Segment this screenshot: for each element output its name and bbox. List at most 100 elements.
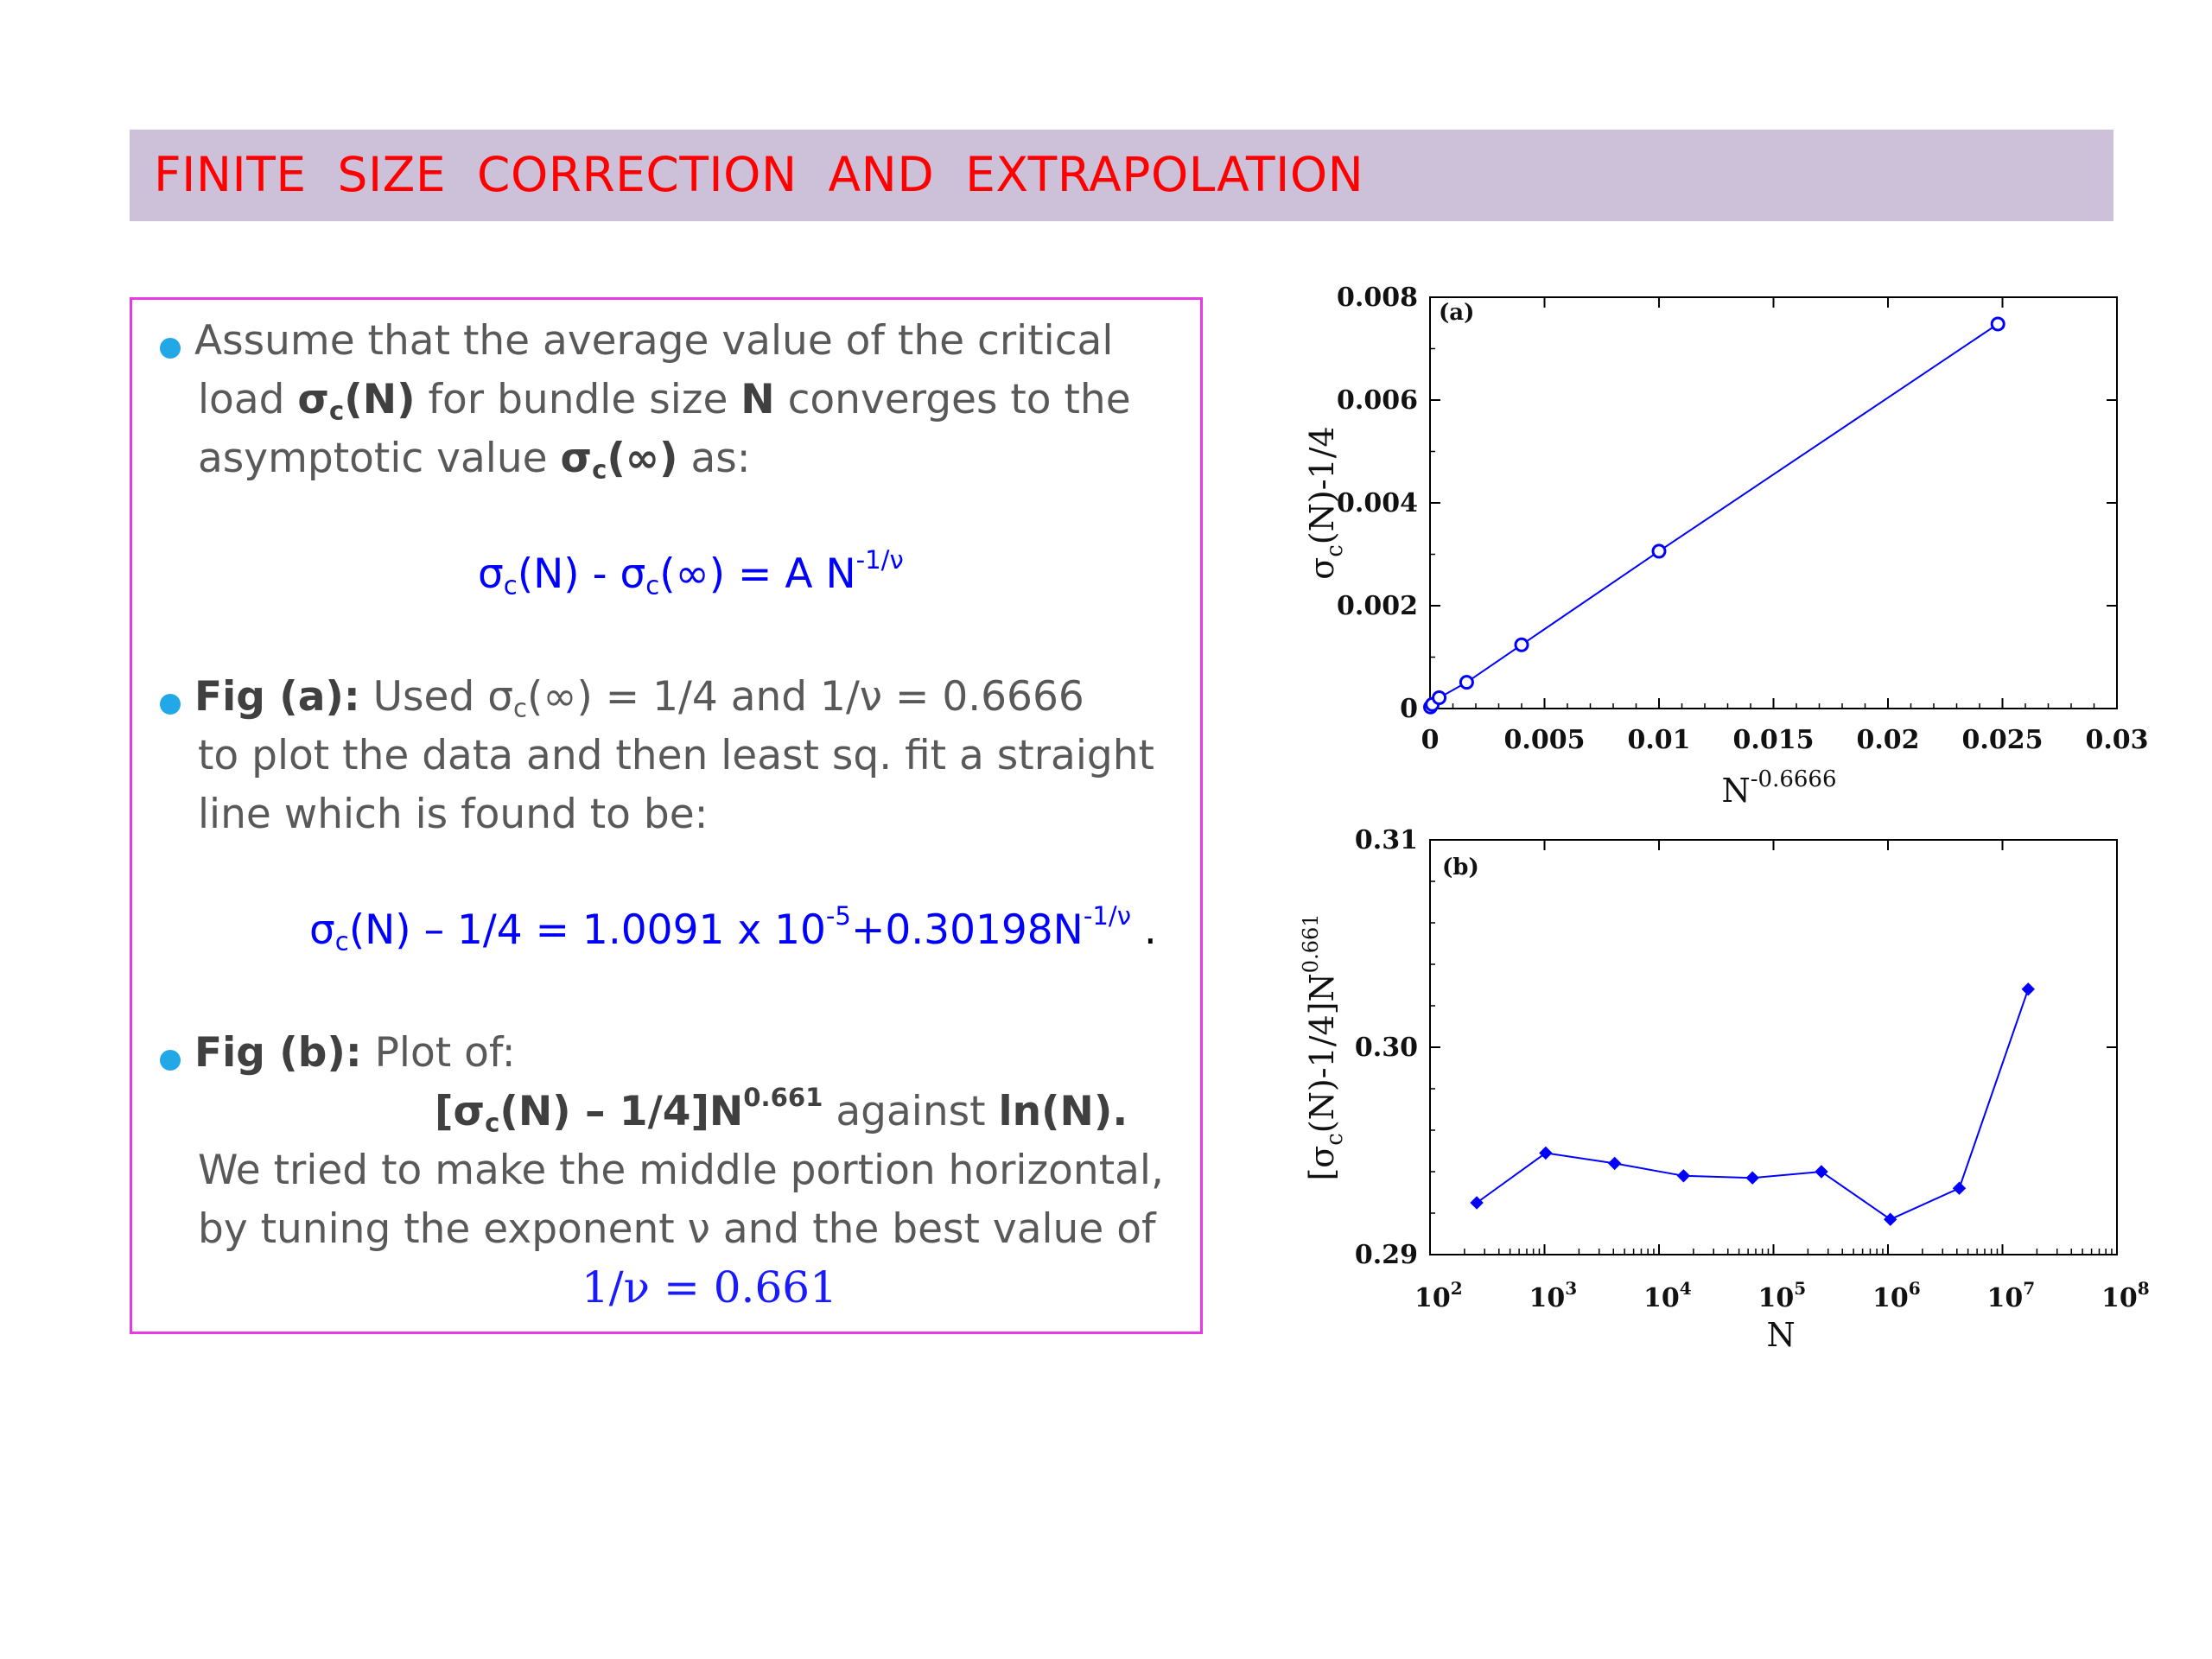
b2-line2: to plot the data and then least sq. fit … [198,732,1154,779]
chart-b-point [2021,982,2035,996]
chart-b-xtick-label: 108 [2101,1278,2150,1313]
chart-a-point [1514,637,1529,652]
chart-a-xtick-label: 0.005 [1504,725,1586,755]
chart-a-ytick-label: 0.002 [1337,591,1418,621]
chart-b-point [1745,1171,1759,1185]
eq1-part2: (N) - σ [517,550,646,598]
b2-line2-text: to plot the data and then least sq. fit … [198,732,1154,779]
b1-line2: load σc(N) for bundle size N converges t… [198,376,1131,423]
chart-a-xtick-label: 0.01 [1627,725,1690,755]
eq1-sub2: c [645,570,660,601]
b3-expr-part1: [σ [435,1088,486,1135]
equation-3: 1/ν = 0.661 [582,1262,837,1313]
eq1-part1: σ [478,550,504,598]
b1-line1-text: Assume that the average value of the cri… [194,317,1114,365]
bullet-point-2 [160,694,181,715]
b3-line4-text: by tuning the exponent ν and the best va… [198,1205,1156,1253]
chart-a-ytick-label: 0.006 [1337,385,1418,416]
sigma-symbol: σ [297,376,329,423]
b1-line2-c: converges to the [774,376,1131,423]
b3-line3: We tried to make the middle portion hori… [198,1147,1164,1194]
b3-line2: [σc(N) – 1/4]N0.661 against ln(N). [435,1085,1128,1138]
chart-b-series-line [1476,988,2030,1221]
title-banner: FINITE SIZE CORRECTION AND EXTRAPOLATION [130,130,2113,221]
b1-line2-a: load [198,376,298,423]
chart-a-ytick-label: 0.004 [1337,488,1418,518]
explanation-box: Assume that the average value of the cri… [130,297,1203,1334]
eq2-exponent2: -1/ν [1083,901,1131,931]
subscript-c: c [329,396,345,426]
bold-n: N [741,376,775,423]
chart-b-point [1815,1165,1828,1179]
b3-line4: by tuning the exponent ν and the best va… [198,1205,1156,1253]
b3-line1-b: Plot of: [361,1029,516,1077]
b2-line3: line which is found to be: [198,791,708,838]
chart-b-point [1676,1169,1691,1183]
equation-1: σc(N) - σc(∞) = A N-1/ν [478,548,904,601]
chart-b-ytick-label: 0.29 [1355,1240,1418,1270]
sigma-symbol: σ [560,435,593,482]
chart-b-xtick-label: 103 [1529,1278,1578,1313]
eq1-part3: (∞) = A N [659,550,856,598]
b3-against: against [823,1088,999,1135]
eq2-part3: +0.30198N [850,906,1084,954]
fig-b-label: Fig (b): [194,1029,362,1077]
chart-a-point [1459,675,1474,690]
chart-a-frame [1429,296,2118,709]
chart-b-xtick-label: 105 [1758,1278,1807,1313]
chart-b-xtick-label: 106 [1872,1278,1921,1313]
b3-expr-exponent: 0.661 [743,1083,823,1113]
subscript-c: c [513,693,528,723]
b1-line3-a: asymptotic value [198,435,561,482]
chart-a-xlabel: N-0.6666 [1722,766,1837,810]
chart-a-ytick-label: 0 [1400,694,1418,724]
chart-a-point [1990,316,2005,332]
chart-b-point [1884,1212,1897,1226]
best-value-equation: 1/ν = 0.661 [582,1262,837,1313]
chart-b-xtick-label: 107 [1987,1278,2036,1313]
b1-line1: Assume that the average value of the cri… [194,317,1113,365]
infinity-arg: (∞) [607,435,678,482]
bullet-point-3 [160,1050,181,1071]
b1-line2-b: for bundle size [415,376,741,423]
chart-a-point [1432,690,1447,706]
plots-figure: 0 0.005 0.01 0.015 0.02 0.025 0.03 0 0.002 0.004 0… [1299,283,2150,1354]
b2-line1-b: (∞) = 1/4 and 1/ν = 0.6666 [527,673,1084,721]
subscript-c: c [592,454,607,485]
chart-b: 102 103 104 105 106 107 108 0.29 0.30 0.31 (b) N [σc… [1299,825,2150,1354]
chart-b-xtick-label: 104 [1643,1278,1692,1313]
chart-a-panel-label: (a) [1439,300,1474,326]
b3-ln-n: ln(N). [998,1088,1128,1135]
chart-a-series-line [1429,323,1999,708]
b3-line1: Fig (b): Plot of: [194,1029,516,1077]
b2-line3-text: line which is found to be: [198,791,709,838]
eq1-sub1: c [503,570,518,601]
chart-b-point [1470,1196,1484,1210]
chart-b-xlabel: N [1767,1316,1796,1354]
chart-b-panel-label: (b) [1442,855,1479,880]
chart-a-xtick-label: 0.03 [2085,725,2148,755]
chart-b-point [1607,1156,1622,1171]
bullet-point-1 [160,338,181,359]
n-arg: (N) [344,376,416,423]
chart-a-ytick-label: 0.008 [1337,283,1418,313]
chart-a: 0 0.005 0.01 0.015 0.02 0.025 0.03 0 0.002 0.004 0… [1303,283,2149,810]
chart-b-xtick-label: 102 [1414,1278,1463,1313]
fig-a-label: Fig (a): [194,673,360,721]
chart-a-xtick-label: 0.015 [1733,725,1815,755]
chart-b-point [1539,1146,1553,1160]
eq2-part2: (N) – 1/4 = 1.0091 x 10 [348,906,826,954]
slide-title: FINITE SIZE CORRECTION AND EXTRAPOLATION [154,147,1364,202]
b1-line3: asymptotic value σc(∞) as: [198,435,751,482]
eq2-end: . [1130,906,1157,954]
chart-a-xtick-label: 0.02 [1856,725,1919,755]
b3-line3-text: We tried to make the middle portion hori… [198,1147,1164,1194]
chart-a-xtick-label: 0 [1421,725,1440,755]
chart-a-point [1651,543,1667,559]
equation-2: σc(N) – 1/4 = 1.0091 x 10-5+0.30198N-1/ν… [309,904,1157,954]
chart-b-point [1952,1181,1967,1195]
eq1-exponent: -1/ν [855,545,904,575]
b2-line1-a: Used σ [359,673,514,721]
b3-expr-sub: c [485,1108,500,1138]
eq2-exponent1: -5 [825,901,851,931]
